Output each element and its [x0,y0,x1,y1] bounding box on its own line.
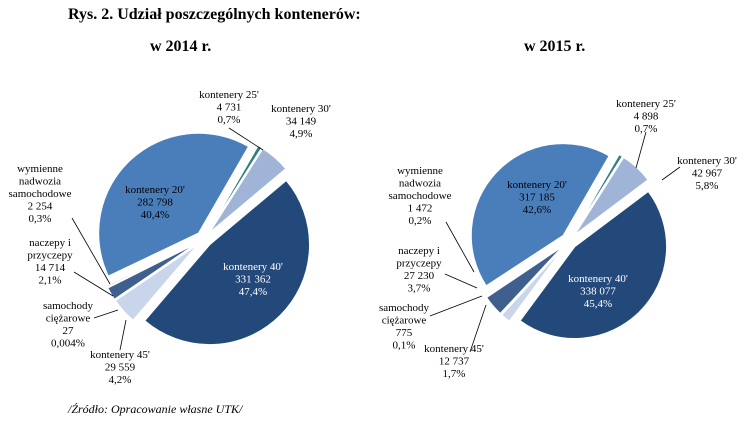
label-leader-line [445,221,475,273]
label-leader-line [444,273,478,289]
slice-label: kontenery 25' 4 731 0,7% [199,89,259,126]
slice-label: samochody ciężarowe 775 0,1% [379,302,430,352]
pie-slice [105,241,198,289]
source-note: /Źródło: Opracowanie własne UTK/ [68,402,243,416]
figure-title: Rys. 2. Udział poszczególnych kontenerów… [68,6,361,23]
slice-label: kontenery 25' 4 898 0,7% [616,98,676,135]
slice-label: kontenery 45' 12 737 1,7% [424,343,484,380]
slice-label: kontenery 30' 42 967 5,8% [677,155,737,192]
slice-label: wymienne nadwozia samochodowe 2 254 0,3% [9,163,72,225]
pie-slice [106,242,198,301]
label-leader-line [429,295,483,317]
pie-slice [208,147,287,234]
label-leader-line [71,217,111,285]
pie-slice [114,243,199,322]
label-leader-line [228,127,264,151]
slice-label: naczepy i przyczepy 27 230 3,7% [396,245,442,295]
label-leader-line [73,271,114,297]
pie-slice [98,132,250,278]
chart-title-2014: w 2014 r. [150,38,212,55]
label-leader-line [469,304,487,353]
pie-slice [485,245,564,315]
pie-slice [143,179,311,346]
pie-1: kontenery 25' 4 898 0,7%kontenery 30' 42 96… [379,98,737,380]
pie-slice [470,142,611,287]
label-leader-line [93,309,119,319]
label-leader-line [661,166,681,181]
chart-title-2015: w 2015 r. [524,38,586,55]
slice-label: kontenery 20' 282 798 40,4% [125,184,185,221]
slice-label: kontenery 20' 317 185 42,6% [507,179,567,216]
slice-label: kontenery 45' 29 559 4,2% [90,349,150,386]
label-leader-line [119,319,127,351]
slice-label: kontenery 40' 338 077 45,4% [568,273,628,310]
pie-slice [484,244,563,298]
slice-label: naczepy i przyczepy 14 714 2,1% [27,237,73,287]
pie-slice [572,153,624,235]
pie-slice [519,190,668,340]
pie-slice [500,246,565,316]
label-leader-line [635,131,647,169]
slice-label: wymienne nadwozia samochodowe 1 472 0,2% [389,165,452,227]
slice-label: samochody ciężarowe 27 0,004% [43,300,94,350]
slice-label: kontenery 30' 34 149 4,9% [271,103,331,140]
pie-slice [207,144,263,233]
pie-0: kontenery 25' 4 731 0,7% kontenery 30' 34 14… [9,89,331,386]
pie-slice [573,156,649,236]
slice-label: kontenery 40' 331 362 47,4% [223,261,283,298]
